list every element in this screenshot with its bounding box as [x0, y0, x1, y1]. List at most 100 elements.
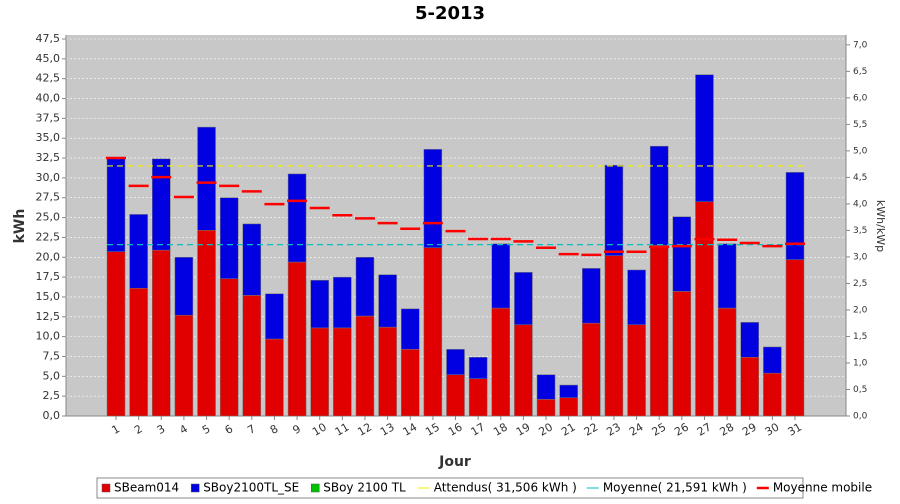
- y2-tick-label: 7,0: [853, 40, 868, 50]
- bar-segment: [423, 247, 443, 417]
- bar-segment: [514, 324, 533, 417]
- x-tick-label: 23: [604, 420, 623, 438]
- x-tick-label: 30: [763, 420, 782, 438]
- x-tick-label: 27: [695, 420, 714, 438]
- y-tick-label: 22,5: [36, 230, 61, 243]
- y-tick-label: 45,0: [36, 52, 61, 65]
- x-tick-label: 24: [627, 420, 646, 438]
- bar-segment: [604, 255, 624, 417]
- x-tick-label: 25: [650, 420, 669, 438]
- y2-tick-label: 0,0: [853, 412, 868, 422]
- x-tick-label: 3: [155, 422, 168, 437]
- bar-segment: [491, 307, 511, 417]
- y2-tick-label: 6,5: [853, 67, 867, 77]
- bar-segment: [219, 197, 239, 279]
- bar-segment: [219, 278, 239, 417]
- bar-segment: [152, 158, 171, 251]
- legend-swatch: [190, 483, 200, 493]
- legend-label: SBoy 2100 TL: [323, 481, 406, 495]
- y2-tick-label: 4,5: [853, 173, 867, 183]
- bar-segment: [242, 295, 262, 417]
- bar-segment: [649, 145, 669, 246]
- x-tick-label: 9: [291, 422, 304, 437]
- bar-segment: [740, 322, 759, 358]
- x-tick-label: 19: [514, 420, 533, 438]
- x-tick-label: 5: [200, 422, 213, 437]
- legend: [96, 477, 804, 499]
- bar-segment: [333, 327, 352, 417]
- x-tick-label: 21: [559, 420, 578, 438]
- bar-segment: [604, 164, 624, 256]
- y-tick-label: 30,0: [36, 171, 61, 184]
- x-tick-label: 12: [355, 420, 374, 438]
- y2-tick-label: 5,0: [853, 146, 868, 156]
- bar-segment: [423, 149, 443, 248]
- y-tick-label: 40,0: [36, 92, 61, 105]
- y2-tick-label: 1,0: [853, 358, 868, 368]
- x-tick-label: 11: [333, 420, 352, 438]
- legend-label: Attendus( 31,506 kWh ): [434, 481, 577, 495]
- bar-segment: [174, 257, 194, 316]
- legend-label: Moyenne( 21,591 kWh ): [603, 481, 747, 495]
- bar-segment: [763, 346, 782, 374]
- y-tick-label: 35,0: [36, 131, 61, 144]
- bar-segment: [400, 349, 420, 417]
- x-tick-label: 13: [378, 420, 397, 438]
- bar-segment: [559, 397, 578, 417]
- bar-segment: [468, 378, 488, 417]
- y-tick-label: 7,5: [43, 349, 61, 362]
- y2-tick-label: 2,0: [853, 305, 868, 315]
- bar-segment: [310, 327, 329, 417]
- x-tick-label: 1: [109, 422, 122, 437]
- bar-segment: [446, 349, 465, 375]
- legend-label: SBeam014: [114, 481, 179, 495]
- x-tick-label: 6: [223, 422, 236, 437]
- y2-tick-label: 4,0: [853, 199, 868, 209]
- y-tick-label: 20,0: [36, 250, 61, 263]
- bar-segment: [378, 274, 397, 328]
- x-tick-label: 16: [446, 420, 465, 438]
- bar-segment: [355, 315, 375, 417]
- x-tick-label: 17: [469, 420, 488, 438]
- x-tick-label: 22: [582, 420, 601, 438]
- y-tick-label: 42,5: [36, 72, 61, 85]
- y-tick-label: 0,0: [43, 409, 61, 422]
- bar-segment: [197, 230, 216, 417]
- bar-segment: [174, 314, 194, 417]
- bar-segment: [582, 322, 601, 417]
- bar-segment: [672, 216, 692, 292]
- y-tick-label: 2,5: [43, 389, 61, 402]
- bar-segment: [446, 374, 465, 417]
- y2-tick-label: 3,5: [853, 226, 867, 236]
- bar-segment: [491, 243, 511, 309]
- y2-tick-label: 0,5: [853, 385, 867, 395]
- y-tick-label: 25,0: [36, 211, 61, 224]
- legend-swatch: [310, 483, 320, 493]
- bar-segment: [378, 326, 397, 417]
- bar-segment: [242, 223, 262, 296]
- y2-tick-label: 2,5: [853, 279, 867, 289]
- bar-segment: [649, 245, 669, 417]
- bar-segment: [400, 308, 420, 350]
- y-tick-label: 10,0: [36, 330, 61, 343]
- bar-segment: [717, 307, 737, 417]
- bar-segment: [627, 324, 646, 417]
- bar-segment: [152, 249, 171, 417]
- bar-segment: [106, 157, 126, 252]
- x-tick-label: 7: [245, 422, 258, 437]
- x-tick-label: 31: [785, 420, 804, 438]
- x-tick-label: 4: [177, 422, 190, 437]
- bar-segment: [763, 372, 782, 417]
- bar-segment: [740, 357, 759, 417]
- bar-segment: [785, 172, 805, 260]
- y-tick-label: 27,5: [36, 191, 61, 204]
- bar-segment: [514, 272, 533, 325]
- bar-segment: [627, 269, 646, 325]
- x-tick-label: 15: [423, 420, 442, 438]
- bar-segment: [536, 374, 556, 400]
- legend-label: SBoy2100TL_SE: [203, 481, 299, 495]
- y-tick-label: 12,5: [36, 310, 61, 323]
- bar-segment: [695, 74, 714, 202]
- bar-segment: [265, 338, 284, 417]
